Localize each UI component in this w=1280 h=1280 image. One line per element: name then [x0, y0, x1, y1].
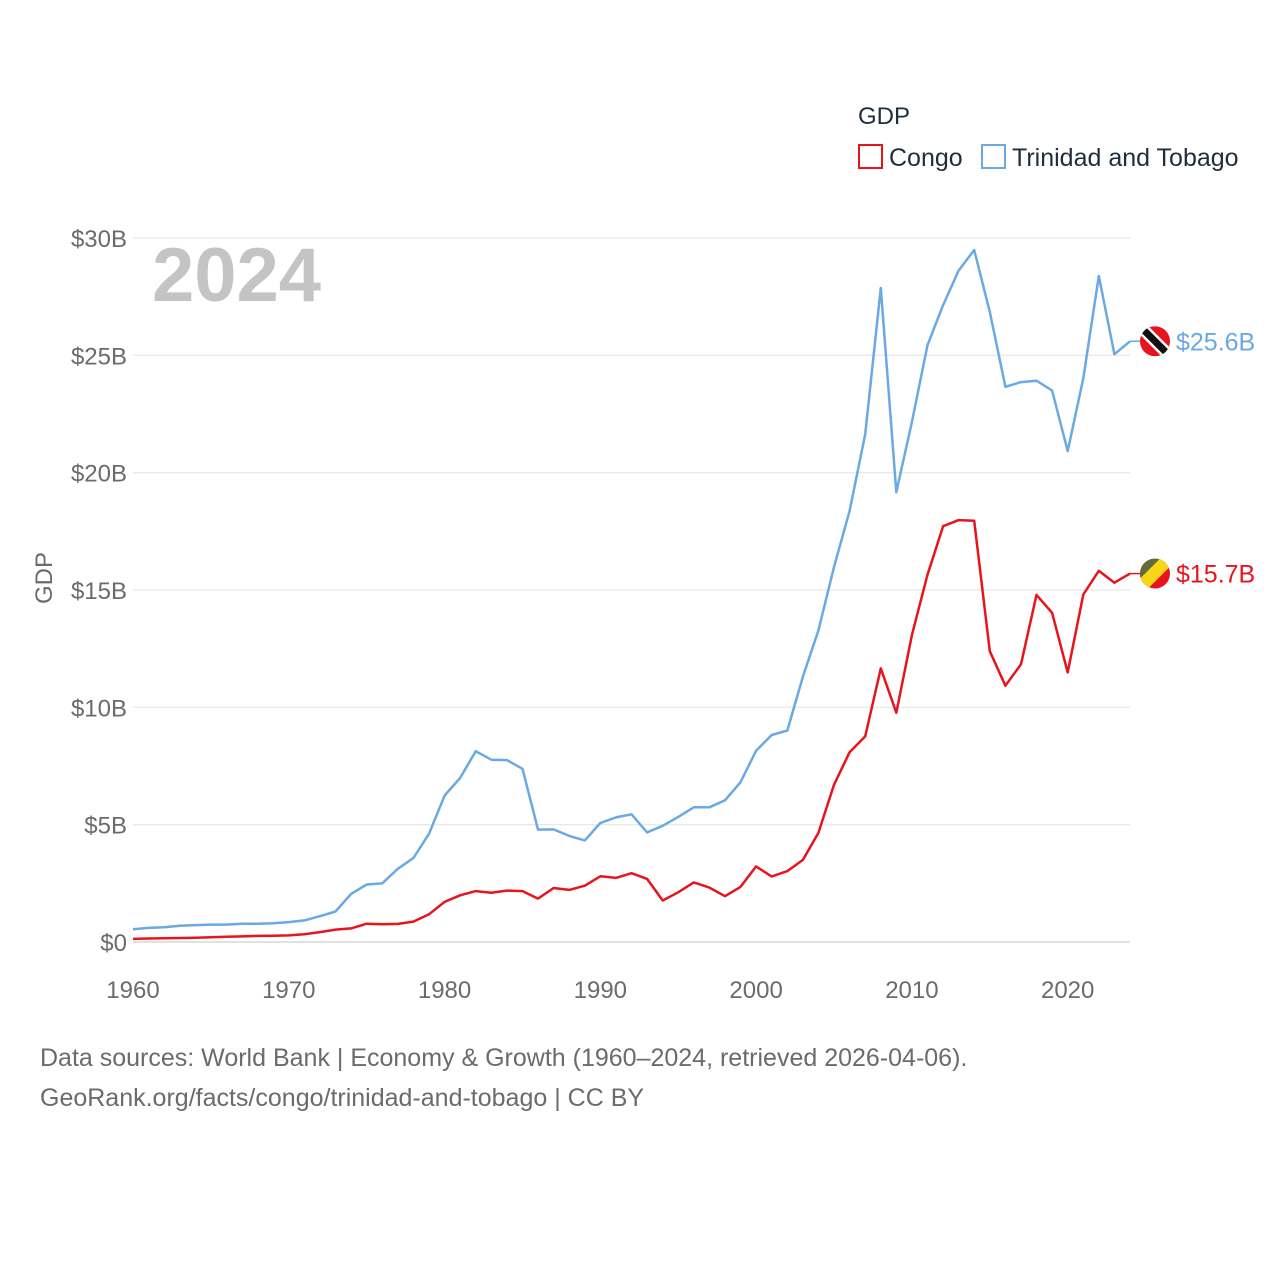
y-axis-label: GDP	[31, 552, 58, 604]
y-tick-label-5: $25B	[71, 343, 127, 370]
end-value-label-0: $15.7B	[1176, 561, 1255, 589]
y-tick-label-2: $10B	[71, 695, 127, 722]
year-label: 2024	[152, 233, 321, 318]
legend-title: GDP	[858, 103, 910, 130]
trinidad-flag-icon	[1140, 326, 1170, 357]
legend-swatch-0	[858, 144, 883, 169]
x-tick-label-2: 1980	[418, 977, 471, 1004]
congo-flag-icon	[1140, 558, 1170, 589]
y-tick-label-6: $30B	[71, 226, 127, 253]
x-tick-label-3: 1990	[574, 977, 627, 1004]
y-tick-label-3: $15B	[71, 578, 127, 605]
x-tick-label-1: 1970	[262, 977, 315, 1004]
legend-entry-1: Trinidad and Tobago	[1012, 144, 1239, 172]
end-value-label-1: $25.6B	[1176, 328, 1255, 356]
y-tick-label-0: $0	[100, 930, 127, 957]
source-line-2[interactable]: GeoRank.org/facts/congo/trinidad-and-tob…	[40, 1084, 645, 1112]
legend-entry-0: Congo	[889, 144, 963, 172]
series-line-0	[132, 518, 1131, 941]
x-tick-label-5: 2010	[885, 977, 938, 1004]
x-tick-label-0: 1960	[106, 977, 159, 1004]
y-tick-label-4: $20B	[71, 461, 127, 488]
source-line-1: Data sources: World Bank | Economy & Gro…	[40, 1044, 968, 1072]
y-tick-label-1: $5B	[84, 813, 127, 840]
x-tick-label-6: 2020	[1041, 977, 1094, 1004]
series-line-1	[132, 248, 1131, 931]
legend-swatch-1	[981, 144, 1006, 169]
x-tick-label-4: 2000	[729, 977, 782, 1004]
